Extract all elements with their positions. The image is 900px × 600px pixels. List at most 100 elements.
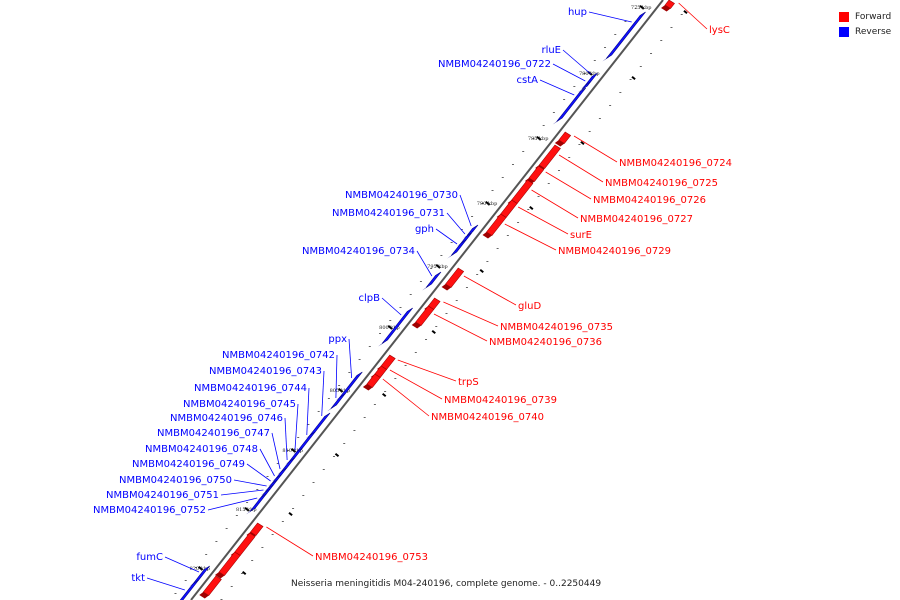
gene-block	[202, 575, 222, 596]
gene-block	[445, 267, 465, 288]
reverse-gene-label[interactable]: NMBM04240196_0745	[183, 399, 296, 410]
reverse-gene-label[interactable]: NMBM04240196_0734	[302, 246, 415, 257]
kbp-tick-label: 800 kbp	[379, 325, 400, 331]
guide-dot	[225, 528, 228, 529]
guide-dot	[430, 268, 433, 269]
reverse-gene-label[interactable]: NMBM04240196_0751	[106, 490, 219, 501]
reverse-gene-label[interactable]: fumC	[136, 552, 163, 563]
kbp-tick-label: 810 kbp	[282, 448, 303, 454]
label-leader	[416, 250, 433, 277]
forward-gene-label[interactable]: NMBM04240196_0740	[431, 412, 544, 423]
gene-block	[179, 579, 199, 600]
guide-dot	[317, 411, 320, 412]
backbone-dots	[174, 8, 683, 600]
kbp-tick-mark	[334, 452, 340, 458]
kbp-tick-mark	[435, 263, 441, 269]
guide-dot	[573, 86, 576, 87]
label-leader	[321, 370, 325, 417]
reverse-gene-label[interactable]: NMBM04240196_0748	[145, 444, 258, 455]
label-leader	[463, 275, 517, 306]
guide-dot	[379, 333, 382, 334]
gene-block	[309, 412, 331, 436]
label-leader	[146, 577, 185, 591]
kbp-tick-label: 805 kbp	[330, 388, 351, 394]
label-leader	[306, 387, 310, 436]
guide-dot	[307, 424, 310, 425]
forward-gene-label[interactable]: NMBM04240196_0729	[558, 246, 671, 257]
guide-dot	[414, 352, 417, 353]
guide-dot	[276, 463, 279, 464]
reverse-gene-label[interactable]: NMBM04240196_0749	[132, 459, 245, 470]
gene-block-side	[552, 118, 563, 125]
kbp-tick-mark	[197, 565, 204, 571]
forward-gene-label[interactable]: NMBM04240196_0735	[500, 322, 613, 333]
label-leader	[517, 206, 569, 235]
reverse-gene-label[interactable]: cstA	[517, 75, 539, 86]
label-leader	[531, 189, 579, 219]
reverse-gene-label[interactable]: hup	[568, 7, 587, 18]
guide-dot	[358, 359, 361, 360]
forward-gene-label[interactable]: NMBM04240196_0725	[605, 178, 718, 189]
reverse-gene-label[interactable]: tkt	[131, 573, 145, 584]
label-leader	[207, 497, 258, 511]
guide-dot	[261, 547, 264, 548]
label-leader	[271, 432, 281, 470]
kbp-tick-label: 815 kbp	[236, 507, 257, 513]
reverse-gene-label[interactable]: clpB	[359, 293, 381, 304]
kbp-tick-mark	[479, 268, 484, 274]
reverse-gene-label[interactable]: NMBM04240196_0747	[157, 428, 270, 439]
forward-gene-label[interactable]: NMBM04240196_0753	[315, 552, 428, 563]
kbp-tick-mark	[338, 387, 344, 393]
guide-dot	[680, 14, 683, 15]
kbp-tick-label: 780 kbp	[579, 71, 600, 77]
label-leader	[397, 359, 457, 382]
guide-dot	[491, 190, 494, 191]
guide-dot	[425, 339, 428, 340]
reverse-gene-label[interactable]: NMBM04240196_0746	[170, 413, 283, 424]
gene-block	[605, 11, 646, 59]
forward-swatch	[839, 11, 849, 22]
guide-dot	[332, 456, 335, 457]
reverse-gene-label[interactable]: gph	[415, 224, 434, 235]
guide-dot	[537, 196, 540, 197]
forward-gene-label[interactable]: NMBM04240196_0739	[444, 395, 557, 406]
reverse-gene-label[interactable]: NMBM04240196_0752	[93, 505, 206, 516]
forward-gene-label[interactable]: gluD	[518, 301, 541, 312]
reverse-gene-label[interactable]: NMBM04240196_0722	[438, 59, 551, 70]
label-leader	[443, 301, 499, 327]
gene-block-side	[245, 508, 256, 515]
reverse-gene-label[interactable]: NMBM04240196_0730	[345, 190, 458, 201]
guide-dot	[624, 21, 627, 22]
reverse-gene-label[interactable]: rluE	[541, 45, 561, 56]
reverse-gene-label[interactable]: NMBM04240196_0743	[209, 366, 322, 377]
guide-dot	[409, 294, 412, 295]
gene-block	[271, 474, 282, 484]
forward-gene-label[interactable]: trpS	[458, 377, 479, 388]
kbp-tick-mark	[382, 392, 387, 398]
gene-block-side	[602, 55, 612, 62]
label-leader	[435, 228, 458, 245]
gene-block-side	[326, 405, 337, 412]
guide-dot	[598, 118, 601, 119]
reverse-gene-label[interactable]: NMBM04240196_0750	[119, 475, 232, 486]
label-leader	[539, 79, 575, 96]
forward-gene-label[interactable]: NMBM04240196_0726	[593, 195, 706, 206]
guide-dot	[445, 313, 448, 314]
gene-block	[466, 224, 479, 236]
reverse-gene-label[interactable]: ppx	[328, 334, 347, 345]
forward-gene-label[interactable]: NMBM04240196_0724	[619, 158, 732, 169]
guide-dot	[389, 320, 392, 321]
reverse-gene-label[interactable]: NMBM04240196_0731	[332, 208, 445, 219]
reverse-gene-label[interactable]: NMBM04240196_0744	[194, 383, 307, 394]
forward-gene-label[interactable]: surE	[570, 230, 592, 241]
reverse-gene-label[interactable]: NMBM04240196_0742	[222, 350, 335, 361]
kbp-tick-mark	[529, 205, 534, 211]
forward-gene-label[interactable]: NMBM04240196_0727	[580, 214, 693, 225]
guide-dot	[660, 40, 663, 41]
guide-dot	[368, 346, 371, 347]
forward-gene-label[interactable]: lysC	[709, 25, 730, 36]
kbp-tick-mark	[288, 511, 293, 517]
gene-block	[234, 532, 256, 556]
map-caption: Neisseria meningitidis M04-240196, compl…	[291, 579, 602, 589]
forward-gene-label[interactable]: NMBM04240196_0736	[489, 337, 602, 348]
